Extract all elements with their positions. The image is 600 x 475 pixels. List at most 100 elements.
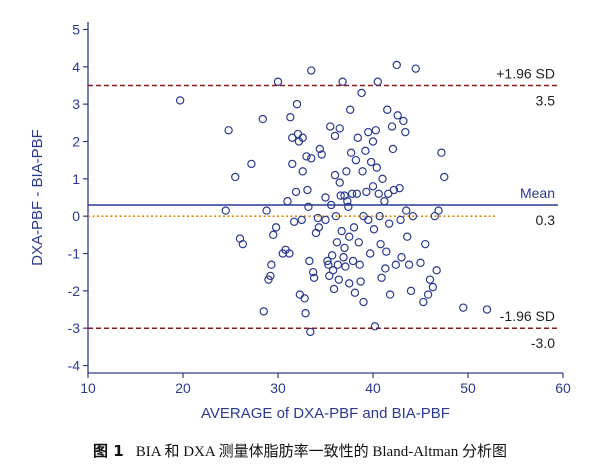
data-point [376, 239, 385, 249]
data-point [370, 322, 380, 331]
data-point [348, 256, 358, 266]
data-point [482, 305, 492, 314]
data-point [344, 202, 353, 212]
y-tick-label: 2 [72, 133, 80, 149]
data-point [384, 219, 394, 228]
data-point [247, 159, 256, 169]
data-point [298, 167, 307, 176]
data-point [355, 260, 364, 269]
data-point [304, 202, 313, 212]
data-point [328, 266, 338, 275]
data-point [358, 167, 367, 176]
data-point [292, 99, 302, 109]
data-point [289, 217, 299, 226]
data-point [459, 303, 468, 312]
data-point [329, 284, 339, 294]
data-point [434, 206, 443, 215]
data-point [378, 174, 387, 184]
data-point [345, 232, 354, 241]
data-point [262, 206, 271, 215]
data-point [366, 157, 376, 167]
data-point [336, 191, 345, 200]
ref-name-plusminus-1-96-sd: +1.96 SD [496, 65, 555, 81]
data-point [307, 66, 316, 75]
data-point [403, 232, 412, 241]
data-point [330, 131, 340, 141]
y-tick-label: -1 [68, 246, 81, 262]
data-point [339, 253, 348, 262]
reference-lines [88, 84, 558, 329]
x-axis-title: AVERAGE of DXA-PBF and BIA-PBF [201, 405, 450, 422]
y-tick-label: 5 [72, 21, 80, 37]
data-point [224, 126, 233, 135]
y-tick-label: -3 [68, 320, 81, 336]
x-tick-label: 50 [460, 380, 476, 396]
data-point [297, 215, 306, 225]
data-point [313, 213, 323, 223]
data-point [295, 290, 305, 299]
data-point [308, 267, 318, 277]
data-point [383, 105, 392, 114]
data-point [402, 206, 411, 215]
data-point [291, 187, 301, 197]
data-point [334, 275, 343, 284]
data-point [338, 77, 347, 86]
data-point [385, 290, 395, 299]
data-point [238, 239, 248, 249]
data-point [352, 189, 362, 198]
data-point [317, 150, 326, 159]
data-point [375, 211, 384, 221]
data-point [356, 277, 365, 286]
data-point [273, 77, 283, 86]
data-point [401, 127, 410, 137]
y-tick-label: 1 [72, 171, 80, 187]
data-point [335, 178, 344, 187]
ref-value-minus-1-96-sd: -3.0 [531, 335, 555, 351]
data-point [381, 264, 390, 273]
data-point [349, 223, 359, 232]
data-point [327, 200, 336, 210]
data-point [392, 60, 401, 70]
data-point [307, 154, 316, 163]
data-point [286, 113, 295, 122]
data-point [373, 77, 382, 86]
data-point [361, 146, 370, 156]
data-point [321, 193, 330, 202]
data-point [309, 273, 319, 282]
data-point [331, 211, 341, 221]
data-point [350, 288, 360, 297]
data-point [330, 170, 340, 180]
y-tick-label: -2 [68, 283, 81, 299]
data-point [399, 116, 408, 126]
data-point [337, 226, 346, 236]
data-point [321, 215, 330, 225]
data-point [323, 256, 332, 266]
data-point [380, 197, 389, 206]
reference-line-labels: +1.96 SD 3.5 Mean 0.3 -1.96 SD -3.0 [496, 65, 555, 351]
data-point [364, 127, 373, 137]
data-point [231, 172, 240, 182]
data-point [175, 96, 185, 105]
data-point [267, 260, 276, 269]
data-point [269, 230, 278, 240]
data-point [324, 260, 333, 269]
ref-name-minus-1-96-sd: -1.96 SD [500, 308, 555, 324]
data-point [303, 185, 312, 195]
data-point [342, 167, 351, 176]
data-point [395, 183, 404, 193]
data-point [430, 211, 439, 221]
data-point [423, 290, 433, 299]
data-point [357, 88, 366, 98]
data-point [354, 238, 363, 247]
data-point [393, 111, 402, 120]
data-point [347, 189, 357, 198]
data-point [368, 182, 378, 191]
y-tick-label: 4 [72, 59, 80, 75]
data-point [369, 225, 379, 234]
data-points [175, 60, 492, 337]
data-point [387, 122, 397, 131]
data-point [301, 309, 310, 318]
data-point [374, 189, 383, 198]
data-point [335, 124, 344, 133]
data-point [365, 249, 375, 258]
